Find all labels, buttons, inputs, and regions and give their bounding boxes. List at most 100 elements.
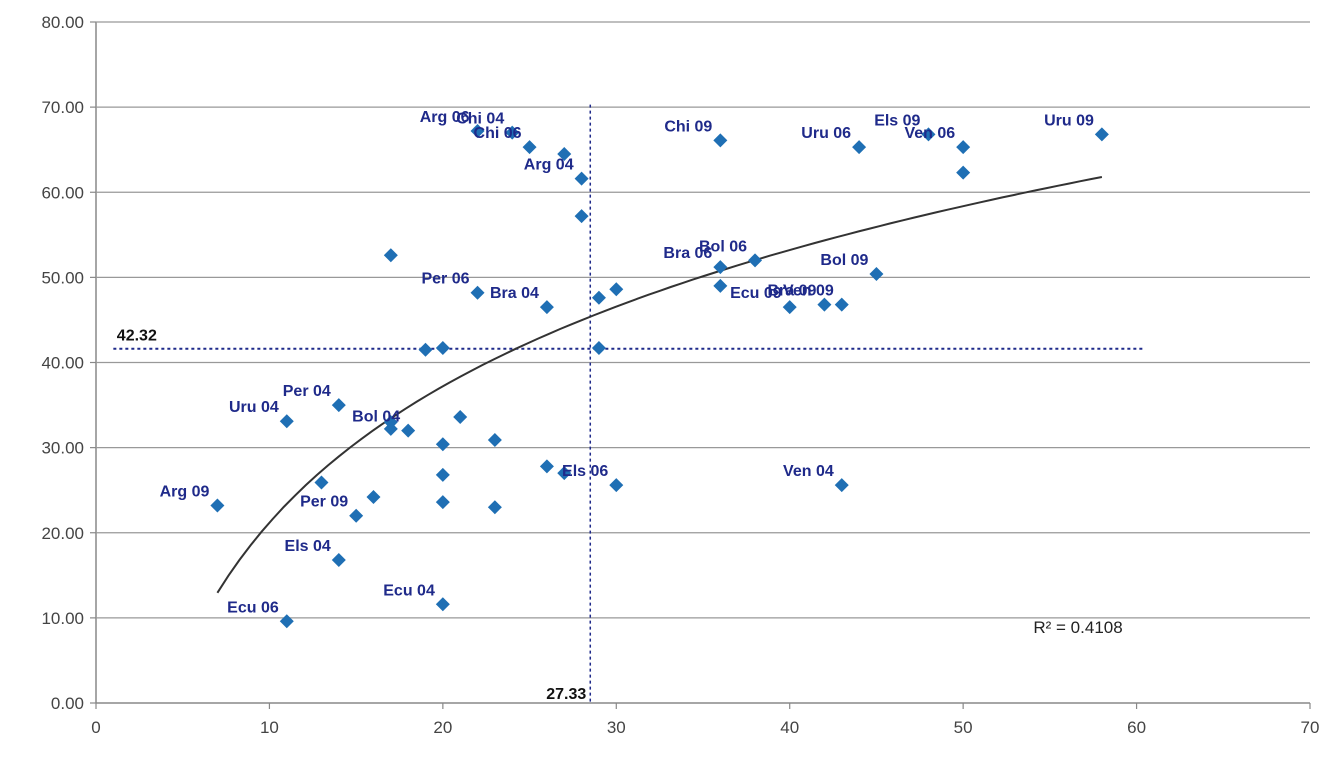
y-axis: 0.00 10.00 20.00 30.00 40.00 50.00 60.00 70.00 8… <box>41 13 96 713</box>
data-point <box>210 498 225 513</box>
data-point <box>487 432 502 447</box>
data-point <box>834 297 849 312</box>
x-axis: 0 10 20 30 40 50 60 70 <box>91 703 1319 737</box>
y-tick-label: 20.00 <box>41 524 84 543</box>
data-point <box>505 125 520 140</box>
data-point <box>591 290 606 305</box>
x-tick-label: 60 <box>1127 718 1146 737</box>
data-point <box>956 165 971 180</box>
data-points <box>210 123 1109 629</box>
data-point <box>557 466 572 481</box>
x-tick-label: 30 <box>607 718 626 737</box>
y-tick-label: 0.00 <box>51 694 84 713</box>
data-point <box>349 508 364 523</box>
y-tick-label: 30.00 <box>41 439 84 458</box>
data-point <box>869 266 884 281</box>
data-point <box>609 282 624 297</box>
data-point <box>418 342 433 357</box>
data-point <box>435 495 450 510</box>
data-point <box>279 414 294 429</box>
data-point-label: Bol 06 <box>699 238 747 255</box>
x-tick-label: 10 <box>260 718 279 737</box>
data-point-label: Els 06 <box>562 463 608 480</box>
data-point <box>401 423 416 438</box>
data-point <box>539 459 554 474</box>
data-point <box>782 300 797 315</box>
data-point-label: Bra 09 <box>767 283 816 300</box>
data-point <box>591 341 606 356</box>
data-point-label: Bra 06 <box>663 245 712 262</box>
data-point-label: Per 06 <box>421 271 469 288</box>
data-point-label: Els 09 <box>874 112 920 129</box>
x-tick-label: 70 <box>1301 718 1320 737</box>
data-point <box>921 127 936 142</box>
data-point <box>279 614 294 629</box>
data-point <box>713 133 728 148</box>
data-point <box>435 341 450 356</box>
data-point <box>383 248 398 263</box>
data-point-label: Per 04 <box>283 383 331 400</box>
y-tick-label: 80.00 <box>41 13 84 32</box>
horizontal-reference-label: 42.32 <box>117 328 157 345</box>
data-point-label: Chi 09 <box>664 118 712 135</box>
data-point <box>609 478 624 493</box>
data-point <box>487 500 502 515</box>
x-tick-label: 20 <box>433 718 452 737</box>
data-point <box>1094 127 1109 142</box>
data-point <box>366 489 381 504</box>
data-point <box>522 140 537 155</box>
data-point <box>574 171 589 186</box>
data-point <box>574 209 589 224</box>
y-tick-label: 40.00 <box>41 354 84 373</box>
data-point-label: Bra 04 <box>490 285 539 302</box>
data-point-label: Arg 06 <box>420 109 470 126</box>
data-point <box>470 285 485 300</box>
data-point-label: Per 09 <box>300 494 348 511</box>
data-point-label: Ecu 06 <box>227 599 279 616</box>
data-point-label: Uru 09 <box>1044 112 1094 129</box>
y-tick-label: 70.00 <box>41 98 84 117</box>
data-point <box>956 140 971 155</box>
data-point <box>817 297 832 312</box>
data-point-label: Uru 06 <box>801 125 851 142</box>
data-point-label: Ven 06 <box>904 125 955 142</box>
data-point <box>834 478 849 493</box>
reference-lines: 42.32 27.33 <box>113 104 1146 703</box>
data-point <box>713 260 728 275</box>
data-point <box>713 278 728 293</box>
data-point <box>748 253 763 268</box>
data-point-label: Bol 04 <box>352 409 400 426</box>
data-point-label: Ven 09 <box>783 283 834 300</box>
data-point-label: Uru 04 <box>229 399 279 416</box>
data-point <box>435 467 450 482</box>
x-tick-label: 0 <box>91 718 100 737</box>
data-point-label: Ven 04 <box>783 463 834 480</box>
data-point <box>557 146 572 161</box>
data-point-label: Chi 04 <box>456 111 504 128</box>
r-squared-label: R² = 0.4108 <box>1033 618 1122 637</box>
data-point-label: Arg 09 <box>160 484 210 501</box>
y-tick-label: 10.00 <box>41 609 84 628</box>
y-tick-label: 50.00 <box>41 268 84 287</box>
grid-lines <box>95 21 1310 704</box>
data-point-label: Chi 06 <box>474 125 522 142</box>
data-point <box>331 398 346 413</box>
x-tick-label: 40 <box>780 718 799 737</box>
data-point <box>331 552 346 567</box>
trendline <box>216 176 1103 594</box>
data-point-label: Ecu 09 <box>730 285 782 302</box>
data-point <box>314 475 329 490</box>
data-point <box>435 597 450 612</box>
data-point <box>852 140 867 155</box>
y-tick-label: 60.00 <box>41 183 84 202</box>
data-point-label: Els 04 <box>285 538 331 555</box>
vertical-reference-label: 27.33 <box>546 686 586 703</box>
data-point <box>453 409 468 424</box>
data-point-label: Bol 09 <box>820 252 868 269</box>
x-tick-label: 50 <box>954 718 973 737</box>
data-point <box>383 421 398 436</box>
data-point-label: Arg 04 <box>524 157 574 174</box>
data-point <box>470 123 485 138</box>
